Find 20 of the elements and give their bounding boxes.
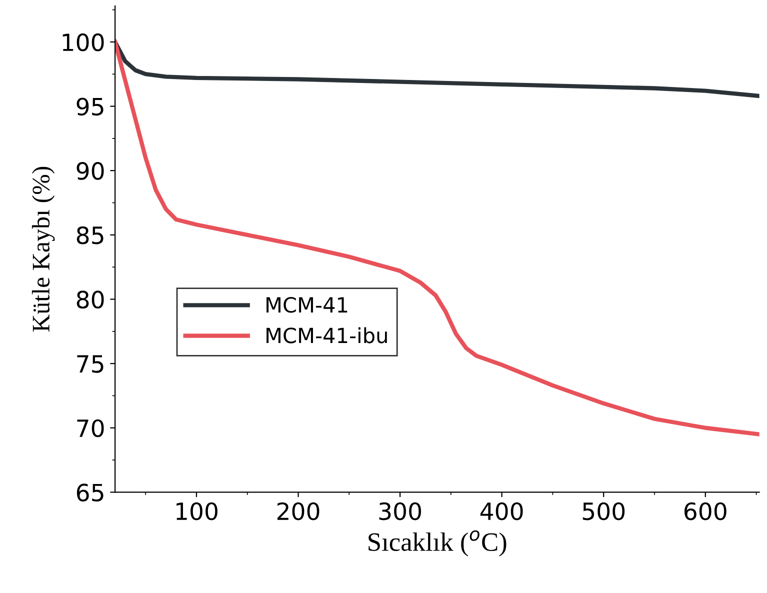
x-tick-label: 100 — [176, 502, 218, 520]
legend-label: MCM-41 — [266, 296, 348, 313]
x-tick-label: 200 — [277, 502, 320, 520]
y-tick-label: 70 — [77, 419, 104, 438]
x-tick-label: 500 — [582, 502, 625, 520]
y-tick-label: 90 — [76, 162, 104, 180]
y-tick-label: 100 — [62, 33, 104, 52]
legend-label: MCM-41-ibu — [266, 327, 387, 344]
y-tick-label: 85 — [76, 226, 104, 244]
y-axis-title: Kütle Kaybı (%) — [32, 166, 55, 332]
y-tick-label: 95 — [76, 98, 104, 116]
x-axis-title: Sıcaklık ($^{o}$C) — [368, 530, 506, 556]
y-tick-label: 80 — [76, 290, 104, 309]
x-tick-label: 600 — [684, 502, 726, 520]
y-tick-label: 65 — [76, 484, 104, 502]
x-tick-label: 300 — [379, 502, 422, 520]
line-series — [115, 40, 760, 436]
y-tick-label: 75 — [77, 355, 104, 373]
line-series — [115, 40, 760, 98]
x-tick-label: 400 — [480, 502, 523, 520]
